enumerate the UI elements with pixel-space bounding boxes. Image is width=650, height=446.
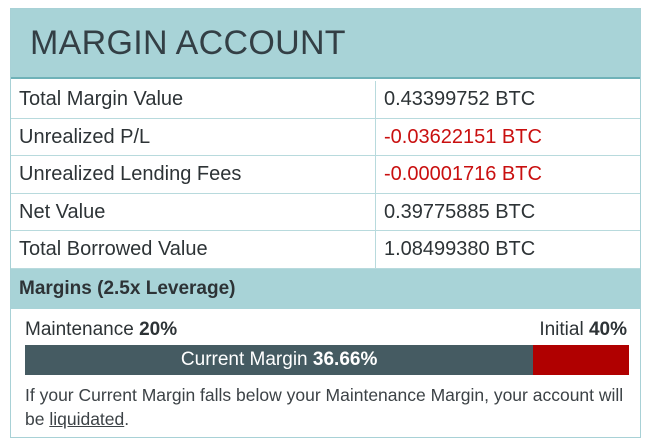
row-value: 1.08499380 BTC xyxy=(384,238,536,260)
table-row: Unrealized P/L -0.03622151 BTC xyxy=(11,118,640,156)
maintenance-label: Maintenance xyxy=(25,319,134,340)
liquidated-link[interactable]: liquidated xyxy=(49,409,125,429)
margins-section-header: Margins (2.5x Leverage) xyxy=(11,269,640,309)
column-divider xyxy=(375,81,376,118)
row-label: Unrealized Lending Fees xyxy=(19,163,242,185)
table-row: Unrealized Lending Fees -0.00001716 BTC xyxy=(11,156,640,194)
margin-thresholds: Maintenance 20% Initial 40% xyxy=(11,317,640,343)
column-divider xyxy=(375,193,376,230)
row-value: -0.00001716 BTC xyxy=(384,163,542,185)
table-row: Total Margin Value 0.43399752 BTC xyxy=(11,81,640,119)
current-margin-label: Current Margin xyxy=(180,349,308,370)
account-summary-table: Total Margin Value 0.43399752 BTC Unreal… xyxy=(11,81,640,269)
row-label: Unrealized P/L xyxy=(19,125,151,148)
current-margin-percent: 36.66% xyxy=(312,349,378,370)
panel-header: MARGIN ACCOUNT xyxy=(11,9,640,79)
row-value: 0.39775885 BTC xyxy=(384,200,536,223)
note-end: . xyxy=(124,409,130,429)
column-divider xyxy=(375,231,376,268)
row-label: Net Value xyxy=(19,200,106,223)
column-divider xyxy=(375,118,376,155)
row-value: 0.43399752 BTC xyxy=(384,88,536,110)
margin-account-panel: MARGIN ACCOUNT Total Margin Value 0.4339… xyxy=(10,8,641,438)
liquidation-note: If your Current Margin falls below your … xyxy=(25,383,625,431)
margin-progress-bar: Current Margin 36.66% xyxy=(25,345,629,375)
current-margin-text: Current Margin 36.66% xyxy=(25,349,533,371)
margins-title: Margins (2.5x Leverage) xyxy=(19,278,236,299)
initial-percent: 40% xyxy=(588,319,627,340)
row-value: -0.03622151 BTC xyxy=(384,125,542,148)
initial-label: Initial xyxy=(539,319,584,340)
note-text: If your Current Margin falls below your … xyxy=(25,385,624,429)
initial-margin: Initial 40% xyxy=(539,319,627,341)
table-row: Total Borrowed Value 1.08499380 BTC xyxy=(11,231,640,269)
table-row: Net Value 0.39775885 BTC xyxy=(11,193,640,231)
row-label: Total Borrowed Value xyxy=(19,238,208,260)
maintenance-margin: Maintenance 20% xyxy=(25,319,177,341)
panel-title: MARGIN ACCOUNT xyxy=(30,24,346,62)
column-divider xyxy=(375,156,376,193)
current-margin-fill xyxy=(25,345,534,375)
maintenance-percent: 20% xyxy=(139,319,178,340)
row-label: Total Margin Value xyxy=(19,88,184,110)
